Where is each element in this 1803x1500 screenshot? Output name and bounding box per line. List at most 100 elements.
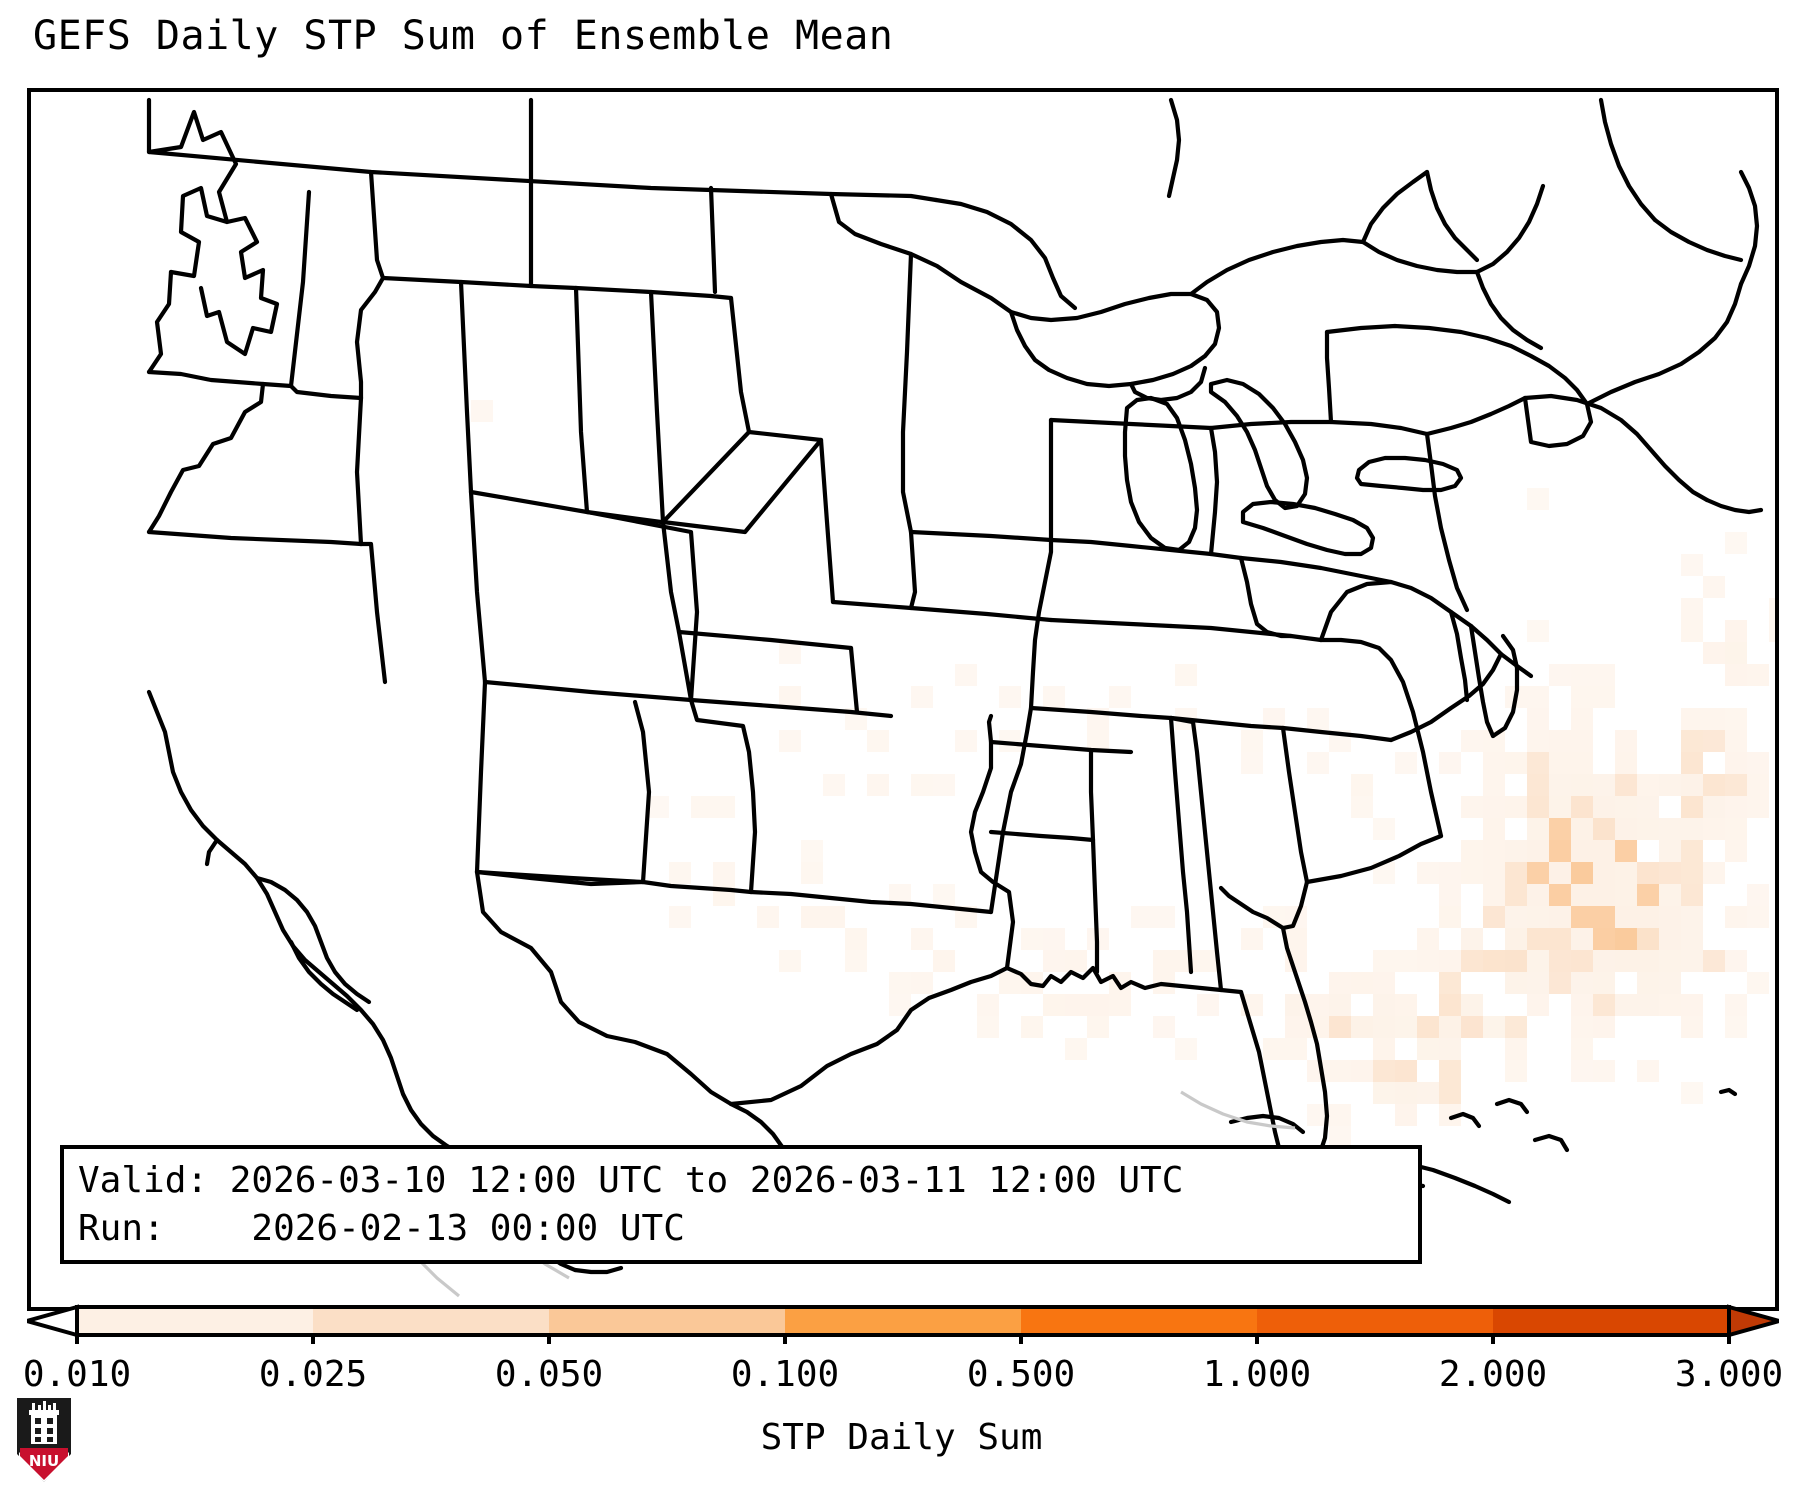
info-box: Valid: 2026-03-10 12:00 UTC to 2026-03-1… — [60, 1145, 1422, 1264]
data-cell — [1747, 664, 1769, 686]
data-cell — [1615, 840, 1637, 862]
data-cell — [1439, 1038, 1461, 1060]
data-cell — [1109, 686, 1131, 708]
data-cell — [1681, 884, 1703, 906]
data-cell — [1571, 664, 1593, 686]
data-cell — [1175, 1038, 1197, 1060]
data-cell — [1351, 972, 1373, 994]
data-cell — [1593, 1016, 1615, 1038]
data-cell — [1637, 1060, 1659, 1082]
data-cell — [1615, 884, 1637, 906]
colorbar-segment — [1021, 1307, 1257, 1335]
data-cell — [1065, 994, 1087, 1016]
data-cell — [1681, 1016, 1703, 1038]
data-cell — [1087, 1016, 1109, 1038]
data-cell — [1483, 796, 1505, 818]
data-cell — [1659, 818, 1681, 840]
data-cell — [1747, 972, 1769, 994]
data-cell — [1593, 1060, 1615, 1082]
data-cell — [1725, 818, 1747, 840]
data-cell — [1527, 488, 1549, 510]
data-cell — [1505, 972, 1527, 994]
data-cell — [1329, 1104, 1351, 1126]
data-cell — [955, 664, 977, 686]
colorbar-tick-label: 0.025 — [258, 1354, 368, 1395]
data-cell — [691, 796, 713, 818]
data-cell — [1703, 796, 1725, 818]
data-cell — [1593, 774, 1615, 796]
data-cell — [1505, 950, 1527, 972]
data-cell — [1615, 752, 1637, 774]
data-cell — [1527, 928, 1549, 950]
data-cell — [1527, 972, 1549, 994]
data-cell — [1131, 906, 1153, 928]
data-cell — [1021, 928, 1043, 950]
data-cell — [1527, 950, 1549, 972]
data-cell — [1043, 928, 1065, 950]
data-cell — [889, 884, 911, 906]
data-cell — [1549, 730, 1571, 752]
data-cell — [1461, 862, 1483, 884]
data-cell — [1043, 994, 1065, 1016]
data-cell — [911, 686, 933, 708]
data-cell — [1417, 928, 1439, 950]
data-cell — [1483, 774, 1505, 796]
data-cell — [933, 950, 955, 972]
data-cell — [1549, 862, 1571, 884]
data-cell — [1373, 1060, 1395, 1082]
data-cell — [1571, 1060, 1593, 1082]
data-cell — [1109, 994, 1131, 1016]
colorbar-segment — [313, 1307, 549, 1335]
data-cell — [1351, 796, 1373, 818]
data-cell — [1549, 950, 1571, 972]
data-cell — [1571, 906, 1593, 928]
data-cell — [1703, 708, 1725, 730]
data-cell — [999, 686, 1021, 708]
data-cell — [1593, 994, 1615, 1016]
data-cell — [1681, 796, 1703, 818]
data-cell — [1461, 796, 1483, 818]
map-geography — [146, 97, 1764, 1298]
data-cell — [1747, 774, 1769, 796]
data-cell — [1571, 686, 1593, 708]
niu-logo-text: NIU — [29, 1452, 59, 1470]
data-cell — [1725, 730, 1747, 752]
data-cell — [1153, 1016, 1175, 1038]
data-cell — [845, 928, 867, 950]
data-cell — [779, 642, 801, 664]
data-cell — [1703, 862, 1725, 884]
data-cell — [1329, 994, 1351, 1016]
data-cell — [1439, 1104, 1461, 1126]
data-cell — [1395, 1082, 1417, 1104]
data-cell — [1527, 906, 1549, 928]
data-cell — [1241, 928, 1263, 950]
data-cell — [1637, 862, 1659, 884]
data-cell — [1637, 950, 1659, 972]
data-cell — [1571, 972, 1593, 994]
data-cell — [1395, 1104, 1417, 1126]
data-cell — [1417, 1082, 1439, 1104]
data-cell — [1637, 906, 1659, 928]
data-cell — [1571, 1016, 1593, 1038]
data-cell — [647, 796, 669, 818]
data-cell — [779, 950, 801, 972]
data-cell — [1527, 686, 1549, 708]
colorbar-tick-label: 2.000 — [1438, 1354, 1548, 1395]
data-cell — [867, 774, 889, 796]
data-cell — [1681, 862, 1703, 884]
colorbar-outline — [75, 1305, 1731, 1337]
data-cell — [713, 862, 735, 884]
data-cell — [1593, 840, 1615, 862]
data-cell — [1505, 752, 1527, 774]
data-cell — [1505, 840, 1527, 862]
data-cell — [779, 686, 801, 708]
data-cell — [977, 994, 999, 1016]
data-cell — [1549, 774, 1571, 796]
data-cell — [1571, 774, 1593, 796]
data-cell — [1461, 730, 1483, 752]
data-cell — [1725, 620, 1747, 642]
data-cell — [1197, 950, 1219, 972]
data-cell — [1527, 774, 1549, 796]
data-cell — [1637, 774, 1659, 796]
